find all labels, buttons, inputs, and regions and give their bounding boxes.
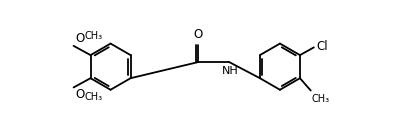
Text: Cl: Cl <box>316 40 328 53</box>
Text: CH₃: CH₃ <box>84 31 103 41</box>
Text: NH: NH <box>221 66 238 76</box>
Text: O: O <box>75 32 84 45</box>
Text: O: O <box>75 88 84 101</box>
Text: O: O <box>194 28 203 41</box>
Text: CH₃: CH₃ <box>84 92 103 102</box>
Text: CH₃: CH₃ <box>312 94 329 104</box>
